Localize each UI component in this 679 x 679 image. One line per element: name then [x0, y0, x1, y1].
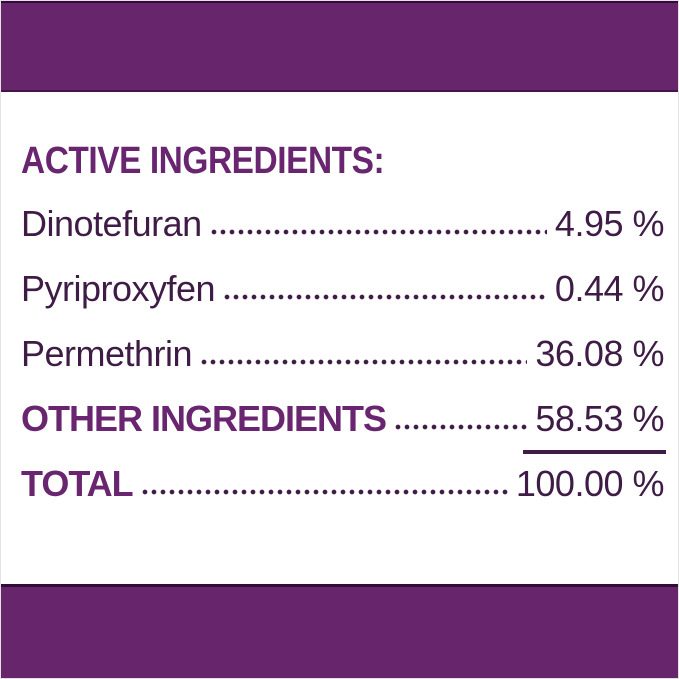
ingredient-name: OTHER INGREDIENTS	[21, 398, 387, 439]
ingredient-name: Permethrin	[21, 333, 193, 374]
ingredient-name: Pyriproxyfen	[21, 268, 216, 309]
ingredient-row-permethrin: Permethrin 36.08 %	[21, 334, 664, 372]
top-banner	[1, 1, 678, 92]
ingredient-value: 58.53 %	[523, 398, 666, 454]
dot-leader	[223, 293, 547, 301]
ingredient-value: 100.00 %	[515, 463, 665, 504]
dot-leader	[200, 358, 528, 366]
dot-leader	[209, 228, 547, 236]
ingredients-panel: ACTIVE INGREDIENTS: Dinotefuran 4.95 % P…	[1, 142, 678, 502]
ingredient-value: 36.08 %	[535, 333, 664, 374]
ingredient-row-pyriproxyfen: Pyriproxyfen 0.44 %	[21, 268, 665, 309]
ingredient-value: 4.95 %	[554, 203, 665, 244]
total-row: TOTAL 100.00 %	[21, 463, 665, 504]
ingredient-name: TOTAL	[21, 463, 134, 504]
ingredient-row-dinotefuran: Dinotefuran 4.95 %	[21, 203, 665, 244]
dot-leader	[394, 423, 528, 431]
panel-heading: ACTIVE INGREDIENTS:	[21, 140, 385, 182]
dot-leader	[140, 488, 508, 496]
ingredient-name: Dinotefuran	[21, 203, 202, 244]
other-ingredients-row: OTHER INGREDIENTS 58.53 %	[21, 398, 666, 454]
ingredient-value: 0.44 %	[554, 268, 665, 309]
bottom-banner	[1, 584, 678, 678]
